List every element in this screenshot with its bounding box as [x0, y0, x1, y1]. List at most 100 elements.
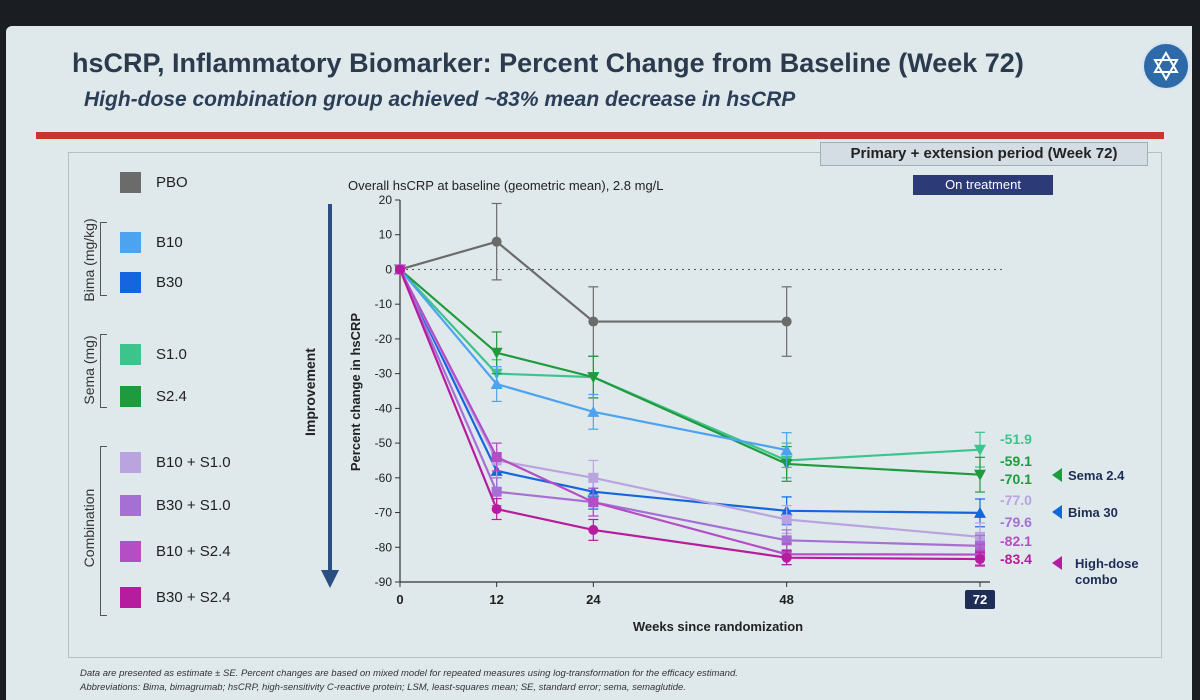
series-line — [399, 268, 787, 452]
y-tick-label: -10 — [375, 297, 393, 311]
legend-label-b10: B10 — [156, 234, 183, 251]
legend-label-b10s1: B10 + S1.0 — [156, 454, 231, 471]
series-b10-s2-4 — [395, 264, 985, 566]
x-axis-label: Weeks since randomization — [633, 619, 803, 634]
legend-swatch-b30s1 — [120, 495, 141, 516]
series-s1-0 — [394, 264, 986, 479]
legend-bracket-sema — [100, 334, 107, 408]
x-tick-label: 72 — [973, 592, 987, 607]
data-point — [781, 514, 792, 525]
data-point — [395, 264, 405, 275]
data-point — [587, 372, 600, 384]
series-line — [399, 268, 981, 514]
x-tick-label: 0 — [396, 592, 403, 607]
data-point — [975, 554, 985, 565]
legend-swatch-b10s1 — [120, 452, 141, 473]
chart-frame — [68, 152, 1162, 658]
improvement-label: Improvement — [302, 348, 318, 436]
y-tick-label: -60 — [375, 471, 393, 485]
y-tick-label: -90 — [375, 575, 393, 589]
legend-swatch-s1 — [120, 344, 141, 365]
series-b30 — [394, 263, 986, 528]
data-point — [587, 405, 600, 417]
legend-label-s1: S1.0 — [156, 346, 187, 363]
legend-swatch-s24 — [120, 386, 141, 407]
legend-swatch-b10s24 — [120, 541, 141, 562]
x-tick-label: 24 — [586, 592, 601, 607]
data-point — [781, 316, 792, 327]
legend-bracket-bima — [100, 222, 107, 296]
series-b10-s1-0 — [395, 264, 985, 552]
improvement-arrow-head-icon — [321, 570, 339, 588]
footnote-1: Data are presented as estimate ± SE. Per… — [80, 668, 738, 679]
legend-label-b30s24: B30 + S2.4 — [156, 589, 231, 606]
end-value-label: -79.6 — [1000, 514, 1032, 530]
star-logo-icon — [1142, 42, 1190, 90]
data-point — [781, 552, 792, 563]
data-point — [491, 504, 502, 515]
data-point — [588, 472, 599, 483]
x-tick-label: 12 — [489, 592, 503, 607]
data-point — [490, 378, 503, 390]
y-tick-label: 10 — [379, 228, 393, 242]
callout-label: combo — [1075, 572, 1118, 587]
data-point — [974, 506, 986, 518]
end-value-label: -51.9 — [1000, 431, 1032, 447]
y-tick-label: -30 — [375, 367, 393, 381]
y-tick-label: -80 — [375, 540, 393, 554]
y-tick-label: -50 — [375, 436, 393, 450]
y-tick-label: -70 — [375, 506, 393, 520]
data-point — [491, 236, 502, 247]
end-value-label: -70.1 — [1000, 471, 1032, 487]
y-axis-label: Percent change in hsCRP — [348, 313, 363, 472]
callout-pointer-icon — [1052, 468, 1062, 482]
legend-label-pbo: PBO — [156, 174, 188, 191]
series-line — [399, 268, 981, 538]
chart-end-labels: -51.9 -59.1 -70.1 -77.0 -79.6 -82.1 -83.4 Sema … — [1000, 431, 1139, 587]
legend-label-b10s24: B10 + S2.4 — [156, 543, 231, 560]
series-line — [399, 240, 787, 323]
data-point — [491, 451, 502, 462]
callout-pointer-icon — [1052, 505, 1062, 519]
series-pbo — [395, 202, 792, 357]
footnote-2: Abbreviations: Bima, bimagrumab; hsCRP, … — [80, 682, 686, 693]
legend-swatch-b10 — [120, 232, 141, 253]
end-value-label: -77.0 — [1000, 492, 1032, 508]
legend-label-s24: S2.4 — [156, 388, 187, 405]
title-divider — [36, 132, 1164, 139]
data-point — [490, 347, 503, 359]
legend-label-b30: B30 — [156, 274, 183, 291]
callout-label: Sema 2.4 — [1068, 468, 1125, 483]
data-point — [588, 497, 599, 508]
series-line — [398, 269, 981, 547]
chart-series — [394, 202, 986, 567]
data-point — [588, 316, 599, 327]
slide-subtitle: High-dose combination group achieved ~83… — [84, 88, 796, 111]
baseline-annotation: Overall hsCRP at baseline (geometric mea… — [348, 178, 664, 193]
legend-swatch-b30 — [120, 272, 141, 293]
y-tick-label: -20 — [375, 332, 393, 346]
y-tick-label: -40 — [375, 401, 393, 415]
end-value-label: -83.4 — [1000, 551, 1032, 567]
series-b30-s2-4 — [395, 264, 985, 567]
callout-label: Bima 30 — [1068, 505, 1118, 520]
callout-pointer-icon — [1052, 556, 1062, 570]
legend-bracket-combination — [100, 446, 107, 616]
legend-swatch-b30s24 — [120, 587, 141, 608]
data-point — [491, 486, 502, 497]
data-point — [974, 469, 986, 481]
end-value-label: -82.1 — [1000, 533, 1032, 549]
x-tick-label: 48 — [779, 592, 793, 607]
data-point — [781, 535, 792, 546]
period-label: Primary + extension period (Week 72) — [820, 142, 1148, 166]
legend-swatch-pbo — [120, 172, 141, 193]
data-point — [780, 444, 793, 456]
slide-title: hsCRP, Inflammatory Biomarker: Percent C… — [72, 48, 1024, 78]
end-value-label: -59.1 — [1000, 453, 1032, 469]
y-tick-label: 0 — [385, 262, 392, 276]
y-tick-label: 20 — [379, 193, 393, 207]
legend-label-b30s1: B30 + S1.0 — [156, 497, 231, 514]
data-point — [974, 444, 986, 456]
